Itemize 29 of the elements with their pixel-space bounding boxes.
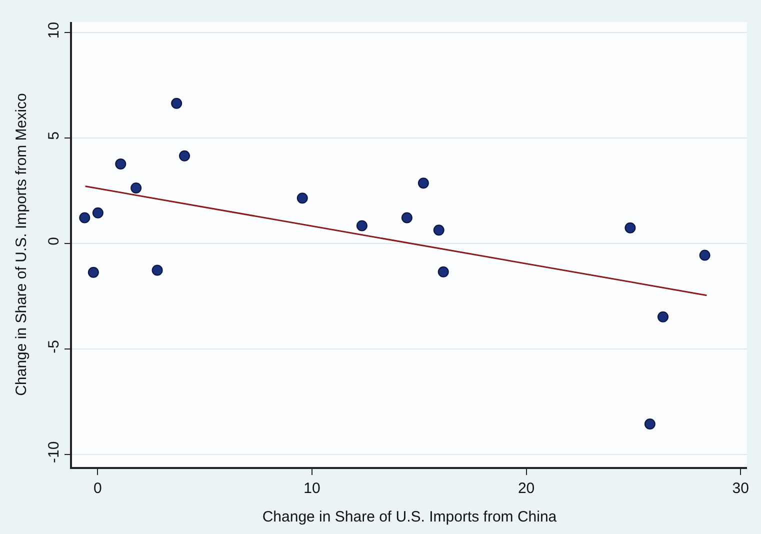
point (79, 212, 90, 224)
point (152, 264, 163, 276)
x-tick-label: 30 (732, 480, 749, 497)
x-axis-title: Change in Share of U.S. Imports from China (262, 508, 558, 526)
y-tick-label: -5 (45, 340, 62, 354)
x-tick-label: 20 (518, 480, 535, 497)
point (433, 224, 444, 236)
point (179, 150, 190, 162)
point (92, 207, 104, 218)
point (88, 266, 99, 278)
point (658, 311, 668, 322)
point (438, 266, 449, 278)
point (418, 178, 429, 189)
point (624, 222, 636, 234)
y-tick-label: -10 (45, 441, 62, 463)
point (401, 212, 412, 224)
y-tick-label: 10 (45, 22, 62, 39)
point (644, 418, 656, 430)
y-axis-title: Change in Share of U.S. Imports from Mexico (13, 93, 30, 396)
point (356, 220, 368, 232)
y-tick-label: 5 (45, 132, 62, 140)
x-tick-label: 10 (304, 480, 320, 497)
point (171, 98, 182, 109)
x-tick-label: 0 (94, 480, 102, 497)
point (699, 250, 710, 261)
y-tick-label: 0 (45, 237, 62, 246)
point (130, 182, 142, 194)
point (296, 192, 308, 204)
point (115, 158, 126, 170)
